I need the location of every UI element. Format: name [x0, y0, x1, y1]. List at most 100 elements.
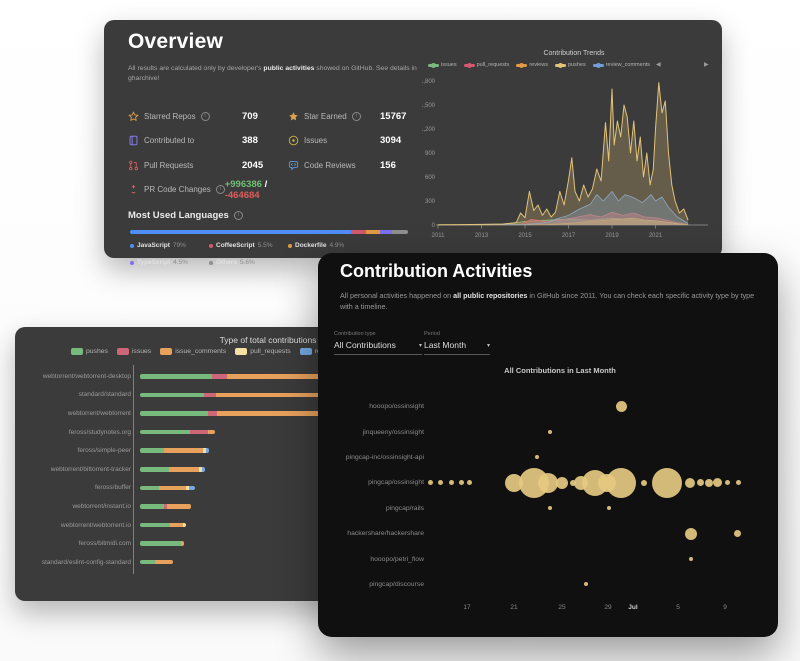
- activities-description: All personal activities happened on all …: [340, 291, 764, 312]
- stat-label: Star Earned: [304, 111, 347, 121]
- contribution-bubble[interactable]: [724, 480, 730, 486]
- bubble-chart-row: pingcap/rails: [330, 496, 770, 521]
- contribution-bubble[interactable]: [458, 480, 464, 486]
- chevron-down-icon: ▾: [486, 342, 490, 349]
- contribution-bubble[interactable]: [696, 479, 704, 487]
- x-axis-tick: Jul: [628, 604, 638, 611]
- period-value: Last Month: [424, 340, 467, 350]
- info-icon[interactable]: i: [233, 211, 243, 220]
- language-legend-item[interactable]: CoffeeScript 5.5%: [209, 242, 288, 249]
- contribution-bubble[interactable]: [735, 480, 741, 486]
- stacked-bar: [140, 485, 195, 491]
- svg-text:600: 600: [425, 175, 436, 181]
- overview-description: All results are calculated only by devel…: [128, 64, 428, 84]
- legend-dot-icon: [130, 260, 134, 265]
- overview-description-pre: All results are calculated only by devel…: [128, 65, 264, 72]
- contribution-bubble[interactable]: [584, 582, 588, 587]
- languages-header: Most Used Languages i: [128, 210, 243, 221]
- contribution-type-select[interactable]: All Contributions ▾: [334, 340, 422, 355]
- contribution-bubble[interactable]: [437, 480, 443, 486]
- contribution-bubble[interactable]: [685, 477, 695, 488]
- contribution-bubble[interactable]: [570, 479, 576, 486]
- contribution-bubble[interactable]: [652, 467, 682, 498]
- trends-legend-item[interactable]: pushes: [554, 62, 586, 68]
- contribution-bubble[interactable]: [689, 557, 693, 562]
- bubble-chart: hooopo/ossinsight jinqueeny/ossinsight pin…: [330, 394, 770, 597]
- trends-legend-item[interactable]: reviews: [516, 62, 548, 68]
- contribution-bubble[interactable]: [606, 467, 636, 498]
- trends-legend-next-button[interactable]: ▶: [704, 62, 709, 68]
- stacked-bar: [140, 541, 184, 546]
- bars-legend-item[interactable]: pull_requests: [235, 348, 291, 355]
- bar-segment-pushes: [140, 429, 190, 435]
- stacked-bar: [140, 467, 205, 472]
- contribution-bubble[interactable]: [448, 480, 454, 486]
- contribution-bubble[interactable]: [705, 478, 713, 487]
- contribution-bubble[interactable]: [548, 506, 552, 511]
- contribution-bubble[interactable]: [712, 478, 722, 488]
- bars-legend-item[interactable]: pushes: [71, 348, 108, 355]
- contribution-bubble[interactable]: [685, 527, 697, 540]
- bars-legend: pushesissuesissue_commentspull_requestsr…: [71, 348, 338, 355]
- contribution-bubble[interactable]: [505, 473, 523, 492]
- bar-segment-issue_comments: [159, 485, 186, 491]
- period-filter[interactable]: Period Last Month ▾: [424, 331, 490, 355]
- language-legend-item[interactable]: Others 5.6%: [209, 259, 288, 266]
- trends-series-name: issues: [441, 62, 457, 68]
- contribution-bubble[interactable]: [548, 430, 552, 435]
- bar-segment-pull_requests: [203, 448, 206, 453]
- bar-chart-row: feross/bitmidi.com: [25, 534, 535, 553]
- trends-legend-item[interactable]: review_comments: [592, 62, 650, 68]
- bar-segment-issue_comments: [169, 467, 199, 472]
- bars-legend-item[interactable]: issues: [116, 348, 151, 355]
- contribution-bubble[interactable]: [427, 480, 433, 486]
- bar-chart-row: feross/simple-peer: [25, 441, 535, 460]
- bar-segment-pull_requests: [199, 467, 202, 472]
- info-icon[interactable]: i: [351, 111, 361, 121]
- trends-legend-prev-button[interactable]: ◀: [656, 62, 661, 68]
- bar-segment-issues: [204, 392, 216, 398]
- contribution-bubble[interactable]: [641, 479, 647, 486]
- trends-series-name: pushes: [567, 62, 586, 68]
- bar-segment-pull_requests: [183, 522, 186, 528]
- languages-bar: [130, 230, 408, 234]
- repo-label: feross/simple-peer: [77, 447, 131, 455]
- repo-label: hackershare/hackershare: [347, 530, 424, 538]
- repo-label: feross/studynotes.org: [68, 428, 131, 436]
- legend-swatch-icon: [160, 348, 173, 355]
- info-icon[interactable]: i: [215, 185, 225, 195]
- repo-icon: [128, 135, 139, 146]
- repo-label: feross/bitmidi.com: [78, 540, 131, 548]
- trends-legend-item[interactable]: pull_requests: [463, 62, 509, 68]
- contribution-bubble[interactable]: [607, 506, 611, 511]
- contribution-bubble[interactable]: [615, 401, 627, 413]
- bubble-plot: [428, 445, 770, 470]
- bar-segment-pushes: [140, 485, 159, 491]
- bars-legend-item[interactable]: issue_comments: [160, 348, 226, 355]
- svg-text:2017: 2017: [562, 233, 576, 239]
- info-icon[interactable]: i: [200, 111, 210, 121]
- period-select[interactable]: Last Month ▾: [424, 340, 490, 355]
- bubble-plot: [428, 419, 770, 444]
- language-legend-item[interactable]: JavaScript 79%: [130, 242, 209, 249]
- overview-description-bold: public activities: [263, 65, 315, 72]
- stat-value: 388: [242, 135, 258, 147]
- language-legend-item[interactable]: TypeScript 4.5%: [130, 259, 209, 266]
- stacked-bar: [140, 429, 215, 435]
- trends-legend-item[interactable]: issues: [428, 62, 457, 68]
- bars-series-name: pushes: [86, 348, 108, 355]
- language-name: TypeScript: [137, 259, 171, 266]
- legend-swatch-icon: [235, 348, 248, 355]
- bubble-plot: [428, 572, 770, 597]
- contribution-bubble[interactable]: [535, 455, 539, 460]
- contribution-type-filter[interactable]: Contribution type All Contributions ▾: [334, 331, 422, 355]
- x-axis-tick: 17: [463, 604, 471, 611]
- language-name: Dockerfile: [295, 242, 327, 249]
- contribution-bubble[interactable]: [556, 476, 568, 489]
- contribution-bubble[interactable]: [733, 530, 741, 538]
- contribution-bubble[interactable]: [466, 480, 472, 486]
- language-legend-item[interactable]: Dockerfile 4.9%: [288, 242, 367, 249]
- bar-segment-issues: [208, 411, 217, 416]
- legend-line-icon: [592, 62, 604, 68]
- contribution-bubble[interactable]: [538, 472, 558, 493]
